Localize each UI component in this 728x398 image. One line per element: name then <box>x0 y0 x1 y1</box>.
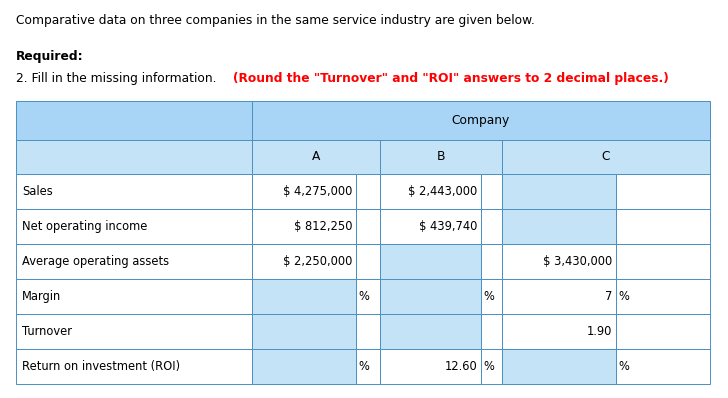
Text: %: % <box>618 360 629 373</box>
Text: $ 2,250,000: $ 2,250,000 <box>283 255 352 268</box>
Text: A: A <box>312 150 320 163</box>
Text: Margin: Margin <box>22 290 61 303</box>
Text: Required:: Required: <box>16 50 84 63</box>
Text: Average operating assets: Average operating assets <box>22 255 169 268</box>
Text: %: % <box>618 290 629 303</box>
Text: B: B <box>437 150 446 163</box>
Text: %: % <box>358 360 369 373</box>
Text: Sales: Sales <box>22 185 52 197</box>
Text: $ 812,250: $ 812,250 <box>294 220 352 233</box>
Text: 7: 7 <box>605 290 612 303</box>
Text: 2. Fill in the missing information.: 2. Fill in the missing information. <box>16 72 221 85</box>
Text: Company: Company <box>452 114 510 127</box>
Text: %: % <box>358 290 369 303</box>
Text: 1.90: 1.90 <box>587 325 612 338</box>
Text: Turnover: Turnover <box>22 325 72 338</box>
Text: %: % <box>483 290 494 303</box>
Text: $ 4,275,000: $ 4,275,000 <box>283 185 352 197</box>
Text: Comparative data on three companies in the same service industry are given below: Comparative data on three companies in t… <box>16 14 535 27</box>
Text: 12.60: 12.60 <box>445 360 478 373</box>
Text: C: C <box>601 150 610 163</box>
Text: $ 2,443,000: $ 2,443,000 <box>408 185 478 197</box>
Text: Net operating income: Net operating income <box>22 220 147 233</box>
Text: $ 439,740: $ 439,740 <box>419 220 478 233</box>
Text: $ 3,430,000: $ 3,430,000 <box>543 255 612 268</box>
Text: Return on investment (ROI): Return on investment (ROI) <box>22 360 180 373</box>
Text: (Round the "Turnover" and "ROI" answers to 2 decimal places.): (Round the "Turnover" and "ROI" answers … <box>233 72 669 85</box>
Text: %: % <box>483 360 494 373</box>
